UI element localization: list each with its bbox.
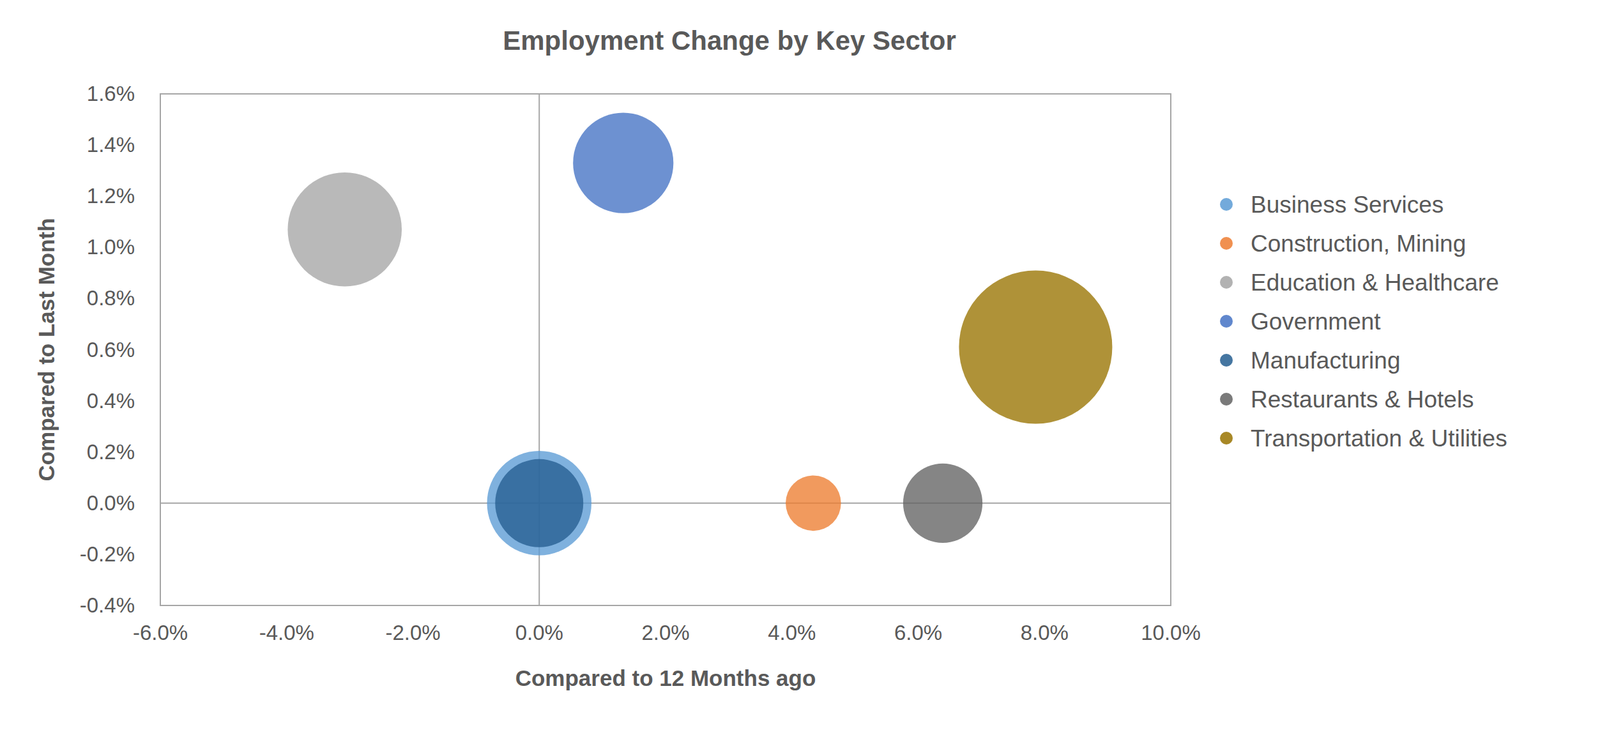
legend-marker: [1219, 275, 1233, 289]
y-tick-label: 0.0%: [86, 491, 135, 515]
bubble: [287, 172, 402, 287]
legend-label: Construction, Mining: [1250, 230, 1466, 257]
bubble: [495, 459, 584, 548]
y-tick-label: 0.8%: [86, 286, 135, 310]
legend-marker: [1219, 198, 1233, 211]
y-tick: [159, 502, 161, 504]
y-tick-label: 0.6%: [86, 337, 135, 362]
y-tick: [159, 553, 161, 555]
y-tick: [159, 196, 161, 197]
x-tick: [1044, 605, 1045, 607]
legend-label: Manufacturing: [1250, 347, 1401, 374]
y-tick-label: 1.0%: [86, 235, 135, 259]
zero-line-y: [160, 502, 1171, 504]
y-tick-label: 0.2%: [86, 440, 135, 464]
legend-label: Business Services: [1250, 191, 1444, 218]
y-tick-label: 1.6%: [86, 81, 135, 106]
x-tick: [286, 605, 287, 607]
y-tick-label: -0.2%: [79, 542, 135, 566]
y-tick: [159, 451, 161, 453]
legend-label: Government: [1250, 308, 1381, 335]
y-tick-label: 1.4%: [86, 132, 135, 157]
y-tick: [159, 400, 161, 402]
x-tick: [160, 605, 161, 607]
y-tick-label: -0.4%: [79, 593, 135, 618]
y-tick-label: 0.4%: [86, 388, 135, 413]
y-axis-label: Compared to Last Month: [33, 217, 59, 481]
x-tick: [665, 605, 667, 607]
y-tick: [159, 349, 161, 351]
x-tick: [412, 605, 414, 607]
x-axis-label: Compared to 12 Months ago: [515, 665, 817, 691]
y-tick-label: 1.2%: [86, 183, 135, 208]
x-tick: [917, 605, 919, 607]
chart: Employment Change by Key Sector -6.0% -4.0…: [0, 0, 1600, 730]
legend-marker: [1219, 236, 1233, 250]
legend-marker: [1219, 314, 1233, 328]
y-tick: [159, 605, 161, 607]
x-tick: [791, 605, 793, 607]
x-tick-label: 4.0%: [767, 620, 816, 645]
legend-label: Education & Healthcare: [1250, 269, 1500, 296]
x-tick-label: 6.0%: [894, 620, 943, 645]
y-tick: [159, 298, 161, 299]
legend-marker: [1219, 392, 1233, 406]
y-tick: [159, 144, 161, 146]
x-tick: [539, 605, 540, 607]
bubble: [903, 463, 983, 543]
chart-title: Employment Change by Key Sector: [502, 25, 957, 56]
x-tick-label: -4.0%: [259, 620, 315, 645]
bubble: [785, 475, 842, 531]
x-tick-label: 8.0%: [1020, 620, 1069, 645]
legend-marker: [1219, 353, 1233, 367]
legend-label: Transportation & Utilities: [1250, 425, 1508, 452]
bubble: [958, 270, 1113, 424]
legend-marker: [1219, 431, 1233, 445]
x-tick: [1170, 605, 1172, 607]
legend-label: Restaurants & Hotels: [1250, 386, 1475, 413]
bubble: [572, 113, 674, 214]
y-tick: [159, 93, 161, 95]
x-tick-label: 0.0%: [515, 620, 564, 645]
y-tick: [159, 247, 161, 248]
x-tick-label: -6.0%: [132, 620, 188, 645]
x-tick-label: 2.0%: [641, 620, 690, 645]
bubbles: [287, 113, 1113, 556]
plot-frame: [160, 93, 1171, 606]
x-tick-label: 10.0%: [1140, 620, 1201, 645]
x-tick-label: -2.0%: [385, 620, 441, 645]
bubble: [486, 450, 592, 556]
